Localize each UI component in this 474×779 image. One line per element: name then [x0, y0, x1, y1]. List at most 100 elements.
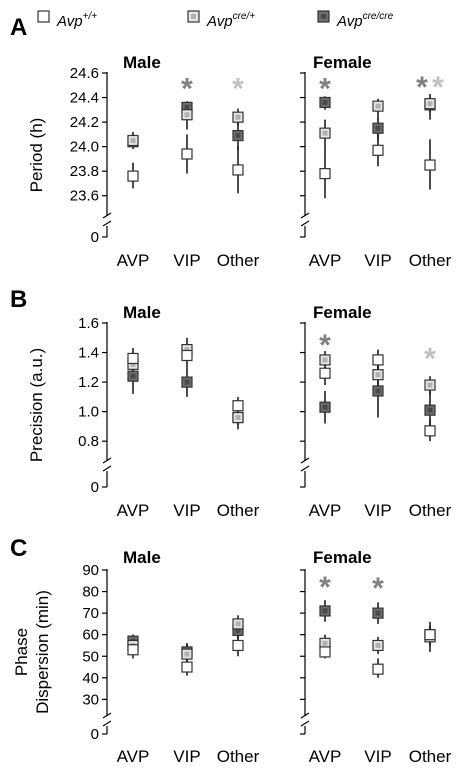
axis-break-mark	[102, 457, 112, 464]
data-point-core	[235, 133, 241, 139]
y-tick-label: 0.8	[78, 433, 99, 450]
data-point-core	[427, 407, 433, 413]
x-category-label: AVP	[117, 747, 150, 766]
y-tick-label-zero: 0	[91, 479, 99, 496]
data-point-core	[322, 608, 328, 614]
significance-star: *	[432, 71, 444, 104]
x-category-label: Other	[409, 501, 452, 520]
data-point	[127, 352, 139, 365]
y-tick-label: 23.8	[70, 163, 99, 180]
panel-letter: C	[10, 535, 27, 562]
data-point-core	[322, 404, 328, 410]
data-point	[127, 170, 139, 182]
legend-item: Avpcre/cre	[317, 10, 394, 30]
y-tick-label: 24.6	[70, 65, 99, 82]
axis-break-mark	[102, 720, 112, 727]
subplot-title: Male	[123, 548, 161, 567]
data-point-core	[322, 640, 328, 646]
significance-star: *	[319, 329, 331, 362]
data-point	[372, 354, 384, 366]
subplot-male: Male 30 40 50 60 70 80 90 0 AVP VIP Other	[82, 548, 259, 766]
data-point	[372, 144, 384, 156]
y-tick-label-zero: 0	[91, 229, 99, 246]
axis-break-mark	[300, 712, 310, 719]
data-point-core	[322, 99, 328, 105]
panel-a: A Period (h) Male 23.6 23.8 24.0 24.2 24.4 24.6 0…	[10, 14, 452, 270]
x-category-label: AVP	[309, 501, 342, 520]
y-axis-title: Precision (a.u.)	[27, 348, 46, 462]
significance-star: *	[372, 572, 384, 605]
x-category-label: VIP	[173, 501, 200, 520]
legend-label-sup: cre/+	[233, 11, 256, 22]
y-tick-label: 1.0	[78, 404, 99, 421]
panel-c: C Phase Dispersion (min) Male 30 40 50 60 70 80 90…	[10, 535, 452, 766]
legend-label-base: Avp	[336, 13, 363, 30]
legend-item: Avpcre/+	[187, 10, 256, 30]
data-point	[232, 164, 244, 176]
subplot-title: Male	[123, 53, 161, 72]
data-point	[424, 425, 436, 437]
data-point	[181, 661, 193, 673]
panel-b: B Precision (a.u.) Male 0.8 1.0 1.2 1.4 1.6 0 AVP…	[10, 286, 452, 520]
axis-break-mark	[300, 220, 310, 227]
data-point-core	[235, 415, 241, 421]
y-axis-title: Dispersion (min)	[33, 590, 52, 714]
legend-label-base: Avp	[206, 13, 233, 30]
data-point-core	[322, 130, 328, 136]
legend-label: Avp+/+	[56, 11, 97, 30]
subplot-title: Female	[313, 53, 372, 72]
data-point-core	[130, 373, 136, 379]
legend-item: Avp+/+	[37, 10, 97, 30]
y-tick-label: 23.6	[70, 188, 99, 205]
x-category-label: AVP	[309, 251, 342, 270]
panel-letter: A	[10, 14, 27, 41]
data-point	[424, 629, 436, 641]
x-category-label: Other	[217, 747, 260, 766]
legend-label-base: Avp	[56, 13, 83, 30]
data-point-core	[184, 112, 190, 118]
panels: A Period (h) Male 23.6 23.8 24.0 24.2 24.4 24.6 0…	[10, 14, 452, 766]
data-point-core	[375, 388, 381, 394]
x-category-label: VIP	[364, 747, 391, 766]
x-category-label: VIP	[364, 251, 391, 270]
data-point-core	[235, 114, 241, 120]
data-point	[232, 639, 244, 652]
y-tick-label: 90	[82, 562, 99, 579]
data-point-core	[184, 347, 190, 353]
data-point-core	[427, 382, 433, 388]
legend-marker	[37, 10, 50, 23]
x-category-label: AVP	[309, 747, 342, 766]
x-category-label: VIP	[364, 501, 391, 520]
data-point	[319, 168, 331, 180]
significance-star: *	[232, 72, 244, 105]
y-axis-title: Period (h)	[27, 118, 46, 193]
x-category-label: Other	[409, 747, 452, 766]
legend-label-sup: cre/cre	[363, 11, 394, 22]
data-point-core	[375, 642, 381, 648]
legend-marker-core	[191, 14, 196, 19]
data-point-core	[184, 104, 190, 110]
subplot-male: Male 0.8 1.0 1.2 1.4 1.6 0 AVP VIP Other	[78, 303, 259, 520]
data-point-core	[130, 138, 136, 143]
x-category-label: AVP	[117, 501, 150, 520]
panel-letter: B	[10, 286, 27, 313]
axis-break-mark	[300, 720, 310, 727]
y-tick-label: 70	[82, 605, 99, 622]
significance-star: *	[319, 72, 331, 105]
axis-break-mark	[102, 220, 112, 227]
data-point-core	[322, 357, 328, 363]
data-point-core	[427, 101, 433, 107]
data-point-core	[184, 651, 190, 657]
data-point-core	[375, 125, 381, 131]
data-point-core	[375, 103, 381, 109]
data-point-core	[375, 610, 381, 616]
data-point-core	[235, 621, 241, 627]
significance-star: *	[424, 343, 436, 376]
significance-star: *	[181, 72, 193, 105]
data-point	[424, 159, 436, 171]
y-tick-label: 1.2	[78, 374, 99, 391]
subplot-title: Female	[313, 303, 372, 322]
y-tick-label: 1.4	[78, 345, 99, 362]
